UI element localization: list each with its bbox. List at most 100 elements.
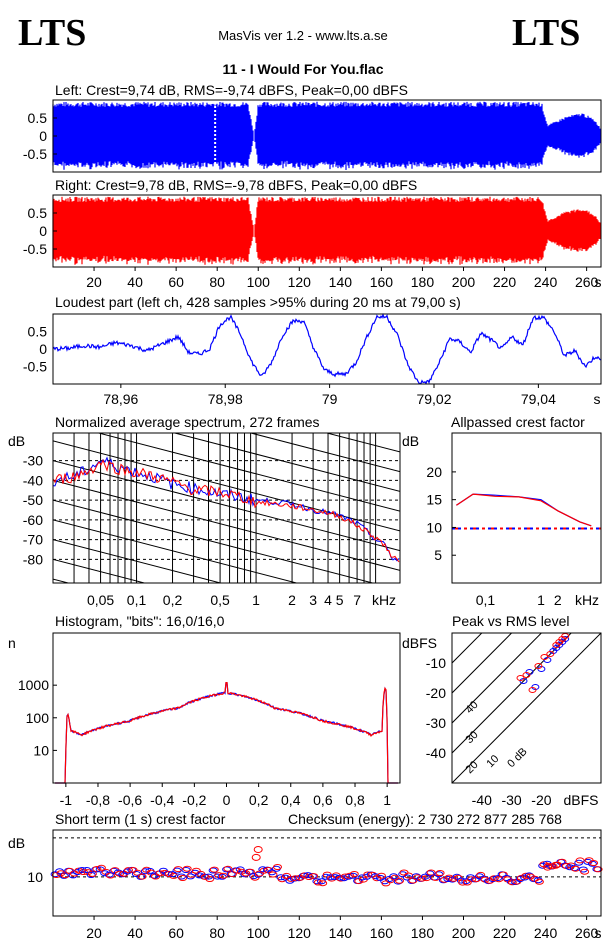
spectrum-xtick: 0,1 bbox=[127, 592, 147, 608]
crest-point-left bbox=[253, 871, 263, 878]
crest-point-left bbox=[506, 878, 516, 885]
crest-ylabel: dB bbox=[8, 835, 25, 851]
crest-point-left bbox=[425, 870, 435, 877]
histogram-xtick: 0,2 bbox=[249, 792, 269, 808]
spectrum-slope-line bbox=[53, 619, 400, 709]
allpassed-ytick: 20 bbox=[426, 464, 442, 480]
spectrum-slope-line bbox=[324, 433, 400, 453]
crest-point-right bbox=[182, 865, 192, 872]
peak-rms-ylabel: dBFS bbox=[402, 635, 437, 651]
allpassed-frame bbox=[451, 432, 602, 584]
allpassed-xunit: kHz bbox=[575, 592, 599, 608]
histogram-xtick: 0,6 bbox=[313, 792, 333, 808]
crest-point-right bbox=[349, 871, 359, 877]
spectrum-ytick: -60 bbox=[23, 512, 43, 528]
histogram-ytick: 100 bbox=[26, 710, 50, 726]
peak-rms-diagonal-label: 30 bbox=[464, 729, 481, 746]
spectrum-slope-line bbox=[248, 433, 400, 473]
spectrum-slope-line bbox=[53, 499, 375, 583]
spectrum-slope-line bbox=[53, 460, 400, 552]
crest-xtick: 100 bbox=[247, 925, 271, 941]
peak-rms-diagonal-label: 20 bbox=[464, 759, 481, 776]
crest-xtick: 180 bbox=[411, 925, 435, 941]
right_waveform-xtick: 180 bbox=[411, 274, 435, 290]
crest-point-left bbox=[208, 867, 218, 874]
crest-point-left bbox=[217, 873, 227, 880]
peak-rms-diagonal bbox=[452, 633, 601, 783]
peak-rms-ytick: -10 bbox=[426, 655, 446, 671]
crest-point-right bbox=[593, 866, 603, 873]
crest-point-right bbox=[376, 872, 386, 879]
spectrum-xtick: 5 bbox=[336, 592, 344, 608]
crest-xtick: 240 bbox=[534, 925, 558, 941]
allpassed-xtick: 2 bbox=[554, 592, 562, 608]
crest-xtick: 80 bbox=[209, 925, 225, 941]
spectrum-slope-line bbox=[96, 433, 400, 512]
crest-xunit: s bbox=[595, 925, 602, 941]
left_waveform-ytick: 0 bbox=[39, 128, 47, 144]
allpassed-xtick: 1 bbox=[537, 592, 545, 608]
spectrum-slope-line bbox=[53, 558, 147, 583]
allpassed-ytick: 15 bbox=[426, 492, 442, 508]
spectrum-ylabel: dB bbox=[8, 433, 25, 449]
left_waveform-series bbox=[52, 101, 601, 170]
loudest-xtick: 78,98 bbox=[208, 391, 243, 407]
spectrum-xtick: 0,2 bbox=[163, 592, 183, 608]
loudest-xtick: 78,96 bbox=[103, 391, 138, 407]
crest-xtick: 160 bbox=[370, 925, 394, 941]
crest-point-left bbox=[181, 867, 191, 873]
crest-point-left bbox=[434, 871, 444, 878]
crest-point-left bbox=[104, 871, 114, 878]
peak-rms-ytick: -40 bbox=[426, 745, 446, 761]
histogram-xtick: -0,4 bbox=[150, 792, 174, 808]
peak-rms-title: Peak vs RMS level bbox=[452, 613, 569, 629]
peak-rms-point-right bbox=[546, 651, 555, 657]
right_waveform-xtick: 260 bbox=[575, 274, 599, 290]
crest-ytick: 10 bbox=[27, 869, 43, 885]
left_waveform-ytick: 0.5 bbox=[28, 110, 48, 126]
peak-rms-point-right bbox=[534, 663, 543, 669]
crest-title: Short term (1 s) crest factor bbox=[55, 811, 226, 827]
spectrum-series-right bbox=[53, 458, 400, 563]
histogram-xtick: 0 bbox=[223, 792, 231, 808]
spectrum-ytick: -70 bbox=[23, 532, 43, 548]
right_waveform-xtick: 220 bbox=[493, 274, 517, 290]
peak-rms-point-left bbox=[558, 639, 567, 645]
loudest-ytick: -0.5 bbox=[23, 359, 47, 375]
right_waveform-xtick: 60 bbox=[168, 274, 184, 290]
crest-point-right bbox=[395, 877, 404, 884]
right-waveform-title: Right: Crest=9,78 dB, RMS=-9,78 dBFS, Pe… bbox=[55, 177, 417, 193]
crest-point-right bbox=[489, 875, 499, 882]
right_waveform-ytick: 0 bbox=[39, 223, 47, 239]
peak-rms-diagonal-label: 40 bbox=[464, 699, 481, 716]
spectrum-slope-line bbox=[53, 519, 299, 583]
spectrum-plot bbox=[53, 303, 400, 709]
spectrum-ytick: -80 bbox=[23, 551, 43, 567]
histogram-title: Histogram, "bits": 16,0/16,0 bbox=[55, 613, 225, 629]
spectrum-slope-line bbox=[53, 303, 400, 393]
peak-rms-point-right bbox=[522, 672, 531, 678]
crest-point-right bbox=[268, 871, 278, 878]
peak-rms-diagonal-label: 10 bbox=[484, 753, 501, 770]
crest-point-right bbox=[205, 876, 215, 882]
right_waveform-xtick: 20 bbox=[86, 274, 102, 290]
peak-rms-point-right bbox=[516, 675, 525, 681]
allpassed-ylabel: dB bbox=[402, 433, 419, 449]
spectrum-slope-line bbox=[53, 440, 400, 532]
right_waveform-xtick: 100 bbox=[247, 274, 271, 290]
right_waveform-series bbox=[52, 196, 601, 265]
peak-rms-xunit: dBFS bbox=[563, 792, 598, 808]
peak-rms-xtick: -20 bbox=[531, 792, 551, 808]
right_waveform-xtick: 80 bbox=[209, 274, 225, 290]
plots-layer: 0.50-0.50.50-0.520 40 60 80 100 120 140 160 180 2… bbox=[18, 99, 603, 941]
histogram-xtick: -0,2 bbox=[182, 792, 206, 808]
crest-frame bbox=[52, 829, 602, 917]
spectrum-slope-line bbox=[53, 539, 223, 583]
loudest-xtick: 79 bbox=[322, 391, 338, 407]
crest-point-left bbox=[493, 875, 503, 882]
peak-rms-point-right bbox=[558, 636, 567, 642]
crest-point-right bbox=[580, 868, 590, 875]
crest-point-right bbox=[399, 869, 409, 876]
file-title: 11 - I Would For You.flac bbox=[222, 61, 383, 77]
